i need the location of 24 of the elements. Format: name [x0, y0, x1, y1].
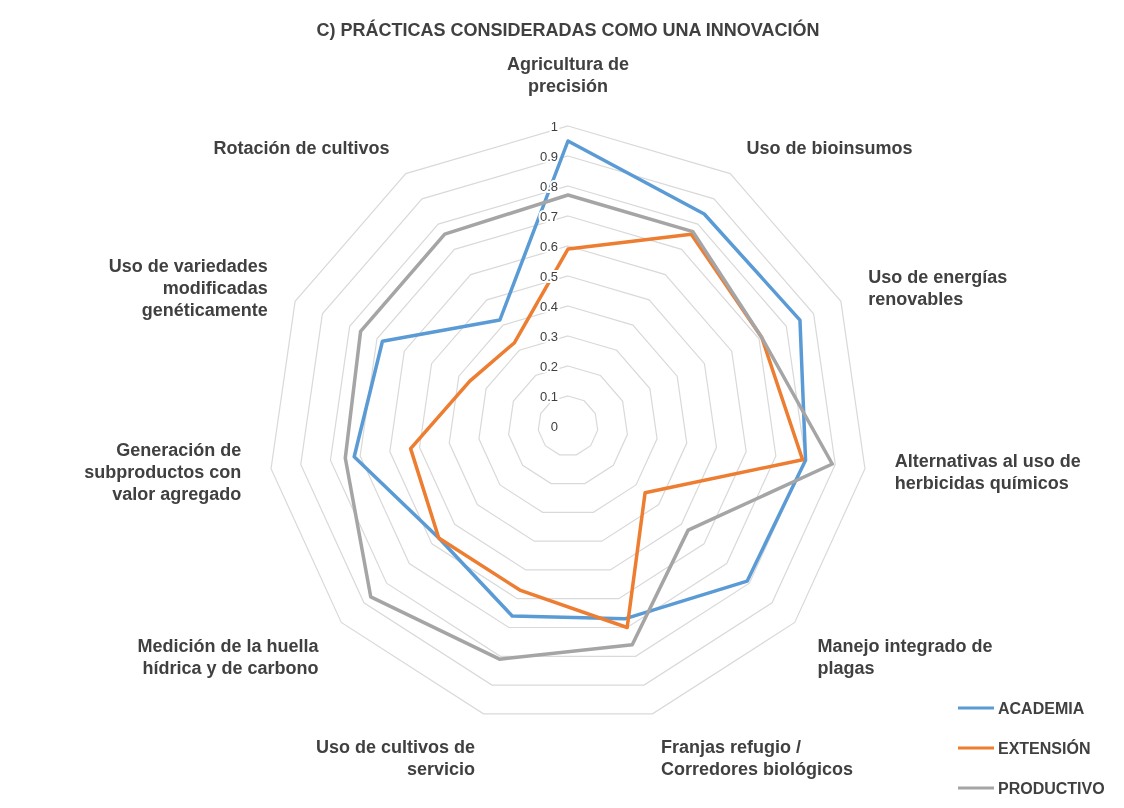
spoke-label: Uso de cultivos de servicio — [315, 736, 476, 779]
chart-title: C) PRÁCTICAS CONSIDERADAS COMO UNA INNOVACIÓN — [316, 19, 820, 40]
spoke-label: Uso de variedades modificadas genéticamente — [108, 256, 268, 321]
spoke-label: Uso de energías renovables — [868, 267, 1008, 310]
y-tick-label: 0.3 — [539, 329, 558, 344]
spoke-label: Franjas refugio / Corredores biológicos — [660, 736, 854, 779]
spoke-label: Agricultura de precisión — [506, 53, 630, 96]
y-tick-label: 0.9 — [539, 149, 558, 164]
spoke-label: Uso de bioinsumos — [746, 137, 913, 158]
spoke-label: Manejo integrado de plagas — [817, 636, 993, 679]
spoke-label: Alternativas al uso de herbicidas químicos — [894, 451, 1081, 494]
y-tick-label: 0.6 — [539, 239, 558, 254]
y-tick-label: 1 — [550, 119, 558, 134]
spoke-label: Generación de subproductos con valor agregado — [84, 440, 242, 505]
y-tick-label: 0 — [550, 419, 558, 434]
y-tick-label: 0.7 — [539, 209, 558, 224]
y-tick-label: 0.1 — [539, 389, 558, 404]
legend-label: EXTENSIÓN — [998, 739, 1091, 757]
spoke-label: Medición de la huella hídrica y de carbono — [137, 636, 320, 679]
legend-label: ACADEMIA — [998, 700, 1085, 717]
y-tick-label: 0.4 — [539, 299, 558, 314]
legend-label: PRODUCTIVO — [998, 780, 1105, 797]
spoke-label: Rotación de cultivos — [213, 137, 390, 158]
y-tick-label: 0.2 — [539, 359, 558, 374]
